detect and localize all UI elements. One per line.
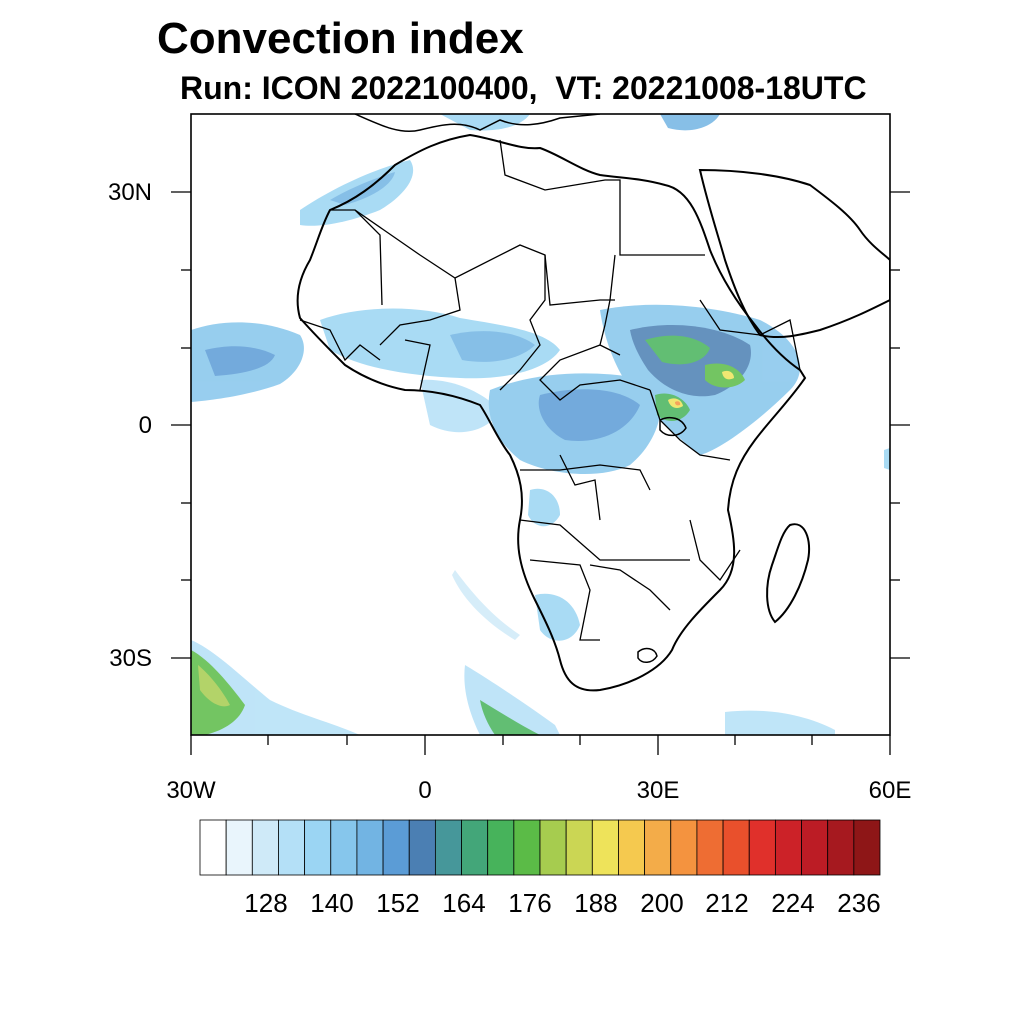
colorbar-box bbox=[408, 819, 436, 876]
colorbar-box bbox=[565, 819, 593, 876]
colorbar-box bbox=[748, 819, 776, 876]
field-orange-spot bbox=[675, 401, 681, 406]
field-west-africa-core bbox=[450, 331, 535, 362]
colorbar-box bbox=[696, 819, 724, 876]
lesotho-border bbox=[637, 647, 658, 663]
field-sw-atlantic-yellow bbox=[198, 665, 230, 707]
colorbar bbox=[199, 819, 881, 876]
field-atlantic-itcz-core bbox=[205, 346, 275, 376]
lon-ticks bbox=[190, 735, 891, 755]
colorbar-box bbox=[487, 819, 515, 876]
convection-field bbox=[191, 114, 890, 735]
colorbar-box bbox=[670, 819, 698, 876]
europe-coastline bbox=[354, 114, 601, 133]
colorbar-label: 176 bbox=[508, 888, 551, 918]
field-guinea bbox=[420, 379, 500, 433]
colorbar-box bbox=[827, 819, 855, 876]
colorbar-label: 188 bbox=[574, 888, 617, 918]
field-med-east bbox=[660, 114, 720, 131]
colorbar-box bbox=[774, 819, 802, 876]
country-borders bbox=[299, 139, 801, 641]
colorbar-box bbox=[278, 819, 306, 876]
colorbar-label: 140 bbox=[310, 888, 353, 918]
field-south-atlantic-core bbox=[480, 700, 540, 735]
colorbar-label: 224 bbox=[771, 888, 814, 918]
colorbar-label: 212 bbox=[705, 888, 748, 918]
colorbar-label: 200 bbox=[640, 888, 683, 918]
lat-label-0: 0 bbox=[139, 412, 152, 439]
lat-label-30n: 30N bbox=[108, 179, 152, 206]
colorbar-box bbox=[434, 819, 462, 876]
colorbar-label: 152 bbox=[376, 888, 419, 918]
field-angola bbox=[528, 488, 560, 527]
field-atlantic-south-swirl bbox=[452, 570, 520, 640]
colorbar-box bbox=[461, 819, 489, 876]
field-east-edge bbox=[884, 448, 890, 470]
field-east-green bbox=[645, 335, 710, 365]
lat-ticks bbox=[171, 191, 910, 659]
lon-label-30w: 30W bbox=[166, 777, 216, 804]
colorbar-box bbox=[722, 819, 750, 876]
colorbar-box bbox=[330, 819, 358, 876]
lon-label-30e: 30E bbox=[637, 777, 680, 804]
coastlines bbox=[296, 114, 890, 692]
madagascar-coastline bbox=[766, 523, 810, 624]
lat-label-30s: 30S bbox=[109, 645, 152, 672]
colorbar-label: 236 bbox=[837, 888, 880, 918]
colorbar-label: 128 bbox=[244, 888, 287, 918]
field-namibia bbox=[535, 593, 580, 641]
colorbar-box bbox=[644, 819, 672, 876]
africa-coastline bbox=[296, 133, 807, 692]
map-title: Convection index bbox=[157, 14, 524, 63]
colorbar-box bbox=[591, 819, 619, 876]
field-yellow-spot-2 bbox=[722, 370, 734, 380]
lake-victoria bbox=[659, 416, 687, 437]
field-west-africa bbox=[320, 308, 560, 379]
colorbar-box bbox=[356, 819, 384, 876]
field-indian-south bbox=[725, 710, 835, 735]
lon-label-0: 0 bbox=[418, 777, 431, 804]
colorbar-box bbox=[618, 819, 646, 876]
colorbar-box bbox=[225, 819, 253, 876]
arabia-coastline bbox=[698, 168, 890, 339]
colorbar-box bbox=[513, 819, 541, 876]
colorbar-box bbox=[251, 819, 279, 876]
field-lake-victoria-green bbox=[655, 393, 690, 422]
colorbar-label: 164 bbox=[442, 888, 485, 918]
colorbar-box bbox=[853, 819, 881, 876]
field-central-core bbox=[538, 389, 640, 441]
lon-label-60e: 60E bbox=[869, 777, 912, 804]
colorbar-box bbox=[801, 819, 829, 876]
colorbar-box bbox=[304, 819, 332, 876]
colorbar-box bbox=[539, 819, 567, 876]
colorbar-box bbox=[199, 819, 227, 876]
colorbar-labels: 128 140 152 164 176 188 200 212 224 236 bbox=[244, 888, 880, 918]
colorbar-box bbox=[382, 819, 410, 876]
field-north-top bbox=[440, 114, 530, 131]
map-subtitle: Run: ICON 2022100400, VT: 20221008-18UTC bbox=[180, 70, 867, 106]
